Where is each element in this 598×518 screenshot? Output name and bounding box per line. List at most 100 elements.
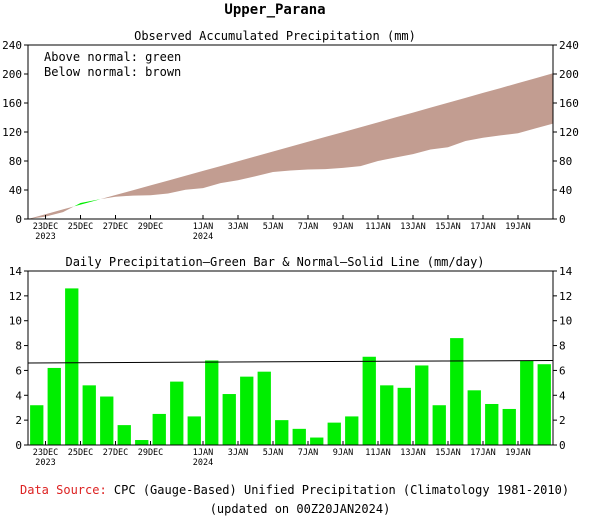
below-normal-area bbox=[168, 175, 186, 194]
acc-xtick-label: 29DEC bbox=[138, 222, 164, 232]
daily-ytick-label: 2 bbox=[15, 414, 22, 427]
daily-ytick-label: 12 bbox=[9, 290, 22, 303]
acc-ytick-label-right: 80 bbox=[559, 155, 572, 168]
acc-ytick-label: 0 bbox=[15, 213, 22, 226]
daily-bar bbox=[187, 416, 201, 445]
daily-xtick-label: 7JAN bbox=[298, 448, 318, 458]
below-normal-area bbox=[518, 78, 536, 134]
footer-source-line: Data Source: CPC (Gauge-Based) Unified P… bbox=[20, 483, 569, 497]
above-normal-area bbox=[98, 199, 101, 200]
daily-ytick-label-right: 10 bbox=[559, 315, 572, 328]
daily-ytick-label: 0 bbox=[15, 439, 22, 452]
below-normal-area bbox=[28, 214, 46, 219]
daily-bar bbox=[397, 387, 411, 445]
daily-bar bbox=[30, 405, 44, 445]
daily-xtick-label: 3JAN bbox=[228, 448, 248, 458]
daily-bar bbox=[117, 425, 131, 445]
daily-xtick-label: 19JAN bbox=[505, 448, 531, 458]
acc-ytick-label-right: 120 bbox=[559, 126, 579, 139]
acc-xtick-label: 17JAN bbox=[470, 222, 496, 232]
below-normal-area bbox=[395, 112, 413, 158]
acc-xtick-label: 9JAN bbox=[333, 222, 353, 232]
below-normal-area bbox=[63, 206, 75, 213]
above-normal-area bbox=[80, 199, 98, 205]
acc-ytick-label-right: 160 bbox=[559, 97, 579, 110]
daily-frame bbox=[27, 270, 554, 446]
normal-line bbox=[27, 359, 554, 364]
below-normal-area bbox=[115, 190, 133, 197]
daily-bar bbox=[520, 360, 534, 445]
daily-bar bbox=[467, 390, 481, 445]
daily-bar bbox=[275, 420, 289, 445]
daily-ytick-label: 8 bbox=[15, 340, 22, 353]
daily-xtick-label: 17JAN bbox=[470, 448, 496, 458]
below-normal-area bbox=[413, 107, 431, 155]
daily-bar bbox=[257, 371, 271, 445]
daily-bar bbox=[310, 437, 324, 445]
acc-ytick-label: 200 bbox=[2, 68, 22, 81]
below-normal-area bbox=[325, 132, 343, 170]
daily-bar bbox=[292, 428, 306, 445]
daily-bar bbox=[152, 413, 166, 445]
above-normal-area bbox=[74, 203, 81, 207]
below-normal-area bbox=[203, 166, 221, 189]
below-normal-area bbox=[100, 195, 116, 200]
acc-ytick-label-right: 40 bbox=[559, 184, 572, 197]
acc-xtick-label: 3JAN bbox=[228, 222, 248, 232]
below-normal-area bbox=[430, 102, 448, 150]
acc-ytick-label: 240 bbox=[2, 39, 22, 52]
daily-ytick-label: 6 bbox=[15, 364, 22, 377]
below-normal-area bbox=[45, 209, 63, 217]
daily-xtick-label: 13JAN bbox=[400, 448, 426, 458]
daily-xtick-label: 9JAN bbox=[333, 448, 353, 458]
daily-ytick-label: 14 bbox=[9, 265, 23, 278]
daily-bar bbox=[362, 356, 376, 445]
acc-xtick-label: 23DEC bbox=[33, 222, 59, 232]
legend-below-normal: Below normal: brown bbox=[44, 65, 181, 79]
daily-xtick-label: 27DEC bbox=[103, 448, 129, 458]
acc-ytick-label: 160 bbox=[2, 97, 22, 110]
daily-ytick-label-right: 4 bbox=[559, 389, 566, 402]
daily-bar bbox=[345, 416, 359, 445]
daily-bar bbox=[380, 385, 394, 445]
daily-ytick-label: 10 bbox=[9, 315, 22, 328]
daily-ytick-label: 4 bbox=[15, 389, 22, 402]
legend-above-normal: Above normal: green bbox=[44, 50, 181, 64]
acc-xtick-year: 2023 bbox=[35, 232, 55, 242]
below-normal-area bbox=[255, 151, 273, 177]
below-normal-area bbox=[290, 141, 308, 171]
acc-ytick-label-right: 240 bbox=[559, 39, 579, 52]
below-normal-area bbox=[150, 180, 168, 196]
daily-bar bbox=[65, 288, 79, 445]
acc-ytick-label: 40 bbox=[9, 184, 22, 197]
acc-xtick-label: 27DEC bbox=[103, 222, 129, 232]
below-normal-area bbox=[360, 122, 378, 167]
footer-updated: (updated on 00Z20JAN2024) bbox=[210, 502, 391, 516]
page-title: Upper_Parana bbox=[224, 2, 325, 18]
daily-ytick-label-right: 14 bbox=[559, 265, 573, 278]
below-normal-area bbox=[378, 117, 396, 161]
daily-ytick-label-right: 2 bbox=[559, 414, 566, 427]
daily-ytick-label-right: 6 bbox=[559, 364, 566, 377]
acc-xtick-label: 7JAN bbox=[298, 222, 318, 232]
daily-bar bbox=[222, 394, 236, 445]
daily-ytick-label-right: 8 bbox=[559, 340, 566, 353]
daily-chart-title: Daily Precipitation—Green Bar & Normal—S… bbox=[65, 255, 484, 269]
daily-xtick-label: 1JAN bbox=[193, 448, 213, 458]
daily-xtick-label: 5JAN bbox=[263, 448, 283, 458]
daily-bar bbox=[47, 367, 61, 445]
acc-xtick-label: 19JAN bbox=[505, 222, 531, 232]
daily-ytick-label-right: 0 bbox=[559, 439, 566, 452]
daily-bar bbox=[450, 338, 464, 445]
below-normal-area bbox=[238, 156, 256, 181]
below-normal-area bbox=[133, 185, 151, 196]
daily-xtick-label: 29DEC bbox=[138, 448, 164, 458]
daily-bar bbox=[100, 396, 114, 445]
acc-xtick-label: 1JAN bbox=[193, 222, 213, 232]
below-normal-area bbox=[535, 73, 553, 129]
acc-xtick-label: 25DEC bbox=[68, 222, 94, 232]
acc-ytick-label: 120 bbox=[2, 126, 22, 139]
